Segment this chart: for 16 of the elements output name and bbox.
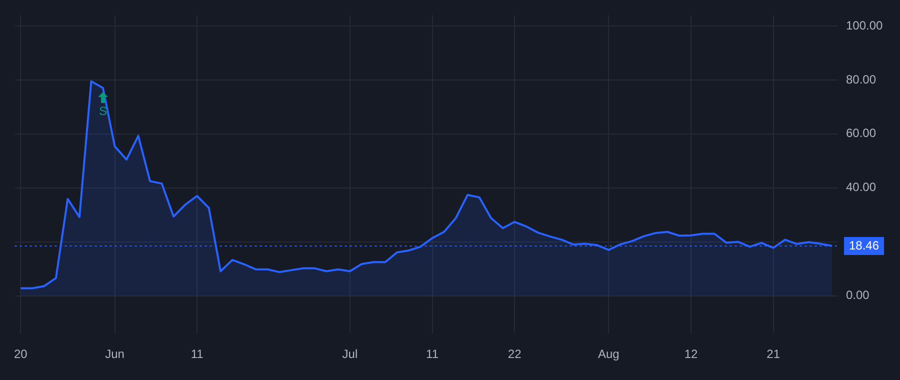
x-tick-label: 20	[14, 347, 28, 362]
x-tick-label: Jun	[105, 347, 124, 362]
x-tick-label: Aug	[598, 347, 620, 362]
y-tick-label: 80.00	[846, 72, 876, 86]
x-tick-label: 11	[190, 347, 204, 362]
y-tick-label: 100.00	[846, 18, 884, 32]
x-tick-label: Jul	[342, 347, 358, 362]
y-tick-label: 40.00	[846, 180, 876, 194]
x-tick-label: 22	[508, 347, 522, 362]
annotation: S	[98, 104, 108, 118]
x-tick-label: 21	[766, 347, 780, 362]
x-tick-label: 11	[426, 347, 439, 362]
x-tick-label: 12	[684, 347, 698, 362]
y-tick-label: 0.00	[846, 288, 870, 302]
y-tick-label: 60.00	[846, 126, 876, 140]
ref-line-label: 18.46	[849, 238, 880, 252]
